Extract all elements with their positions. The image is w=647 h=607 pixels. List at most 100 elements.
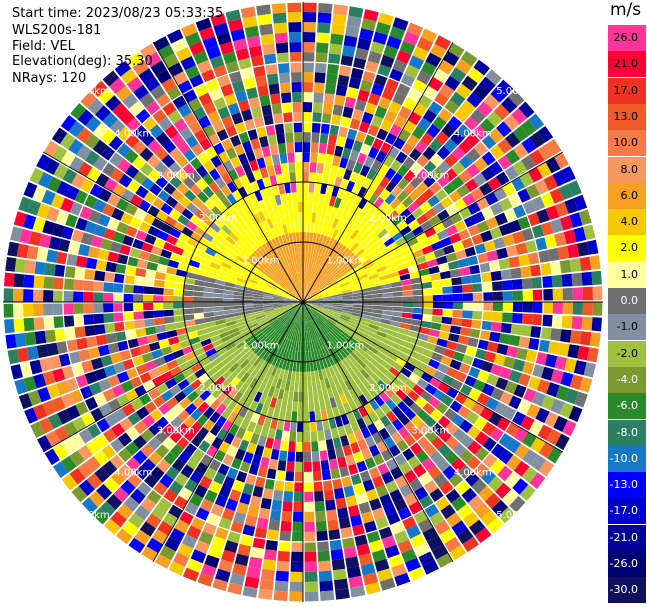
gate (378, 427, 391, 441)
gate (352, 298, 363, 302)
gate (176, 327, 188, 336)
gate (495, 171, 511, 186)
gate (238, 186, 248, 199)
gate (404, 213, 416, 225)
gate (322, 306, 333, 310)
gate (498, 432, 513, 448)
gate (276, 346, 283, 357)
gate (292, 202, 298, 213)
gate (445, 488, 461, 504)
gate (45, 430, 61, 447)
gate (285, 339, 291, 350)
gate (304, 591, 319, 602)
gate (476, 252, 489, 264)
gate (368, 273, 379, 280)
gate (391, 431, 403, 444)
gate (199, 203, 211, 215)
gate (271, 376, 279, 388)
gate (316, 380, 322, 391)
gate (419, 354, 431, 365)
gate (174, 519, 190, 534)
gate (148, 253, 161, 264)
gate (326, 261, 335, 271)
gate (362, 177, 373, 189)
gate (83, 303, 94, 314)
gate (315, 265, 321, 276)
gate (350, 229, 360, 240)
gate (194, 129, 207, 143)
gate (173, 202, 186, 214)
gate (455, 83, 472, 99)
gate (329, 283, 340, 290)
gate (363, 391, 374, 403)
gate (291, 551, 303, 562)
gate (292, 361, 297, 372)
gate (204, 198, 216, 211)
gate (367, 423, 378, 436)
gate (245, 473, 257, 486)
gate (178, 450, 192, 464)
gate (371, 549, 387, 563)
gate (221, 172, 233, 185)
gate (180, 464, 195, 479)
gate (316, 349, 322, 360)
gate (339, 221, 348, 233)
gate (308, 242, 312, 253)
gate (538, 459, 555, 477)
gate (35, 153, 51, 171)
gate (116, 142, 132, 158)
gate (357, 186, 368, 198)
gate (308, 351, 313, 362)
gate (283, 112, 293, 123)
gate (84, 150, 100, 166)
gate (498, 258, 511, 270)
gate (318, 560, 332, 572)
gate (290, 421, 297, 432)
gate (312, 299, 323, 302)
gate (379, 176, 391, 189)
gate (331, 287, 341, 293)
gate (341, 286, 352, 292)
gate (216, 347, 228, 357)
gate (179, 397, 192, 410)
gate (317, 338, 324, 349)
gate (290, 62, 302, 73)
gate (156, 332, 168, 341)
gate (293, 212, 299, 223)
gate (232, 563, 247, 576)
gate (221, 197, 232, 209)
gate (141, 242, 154, 253)
gate (93, 313, 105, 324)
gate (344, 269, 355, 277)
gate (489, 226, 503, 239)
range-ring-label: 3.00km (157, 171, 195, 182)
gate (53, 303, 64, 316)
gate (93, 122, 109, 139)
gate (84, 269, 96, 280)
gate (379, 493, 393, 507)
gate (386, 242, 398, 252)
gate (300, 252, 303, 263)
gate (266, 406, 275, 418)
gate (315, 278, 323, 288)
gate (52, 443, 69, 460)
gate (436, 553, 453, 569)
gate (220, 83, 234, 97)
gate (389, 276, 401, 283)
gate (242, 264, 253, 272)
gate (400, 279, 412, 286)
gate (373, 419, 385, 432)
gate (309, 172, 316, 183)
gate (259, 23, 274, 36)
gate (320, 269, 328, 279)
gate (101, 162, 117, 177)
gate (404, 378, 417, 390)
gate (194, 318, 206, 325)
gate (388, 101, 402, 115)
gate (290, 340, 295, 351)
gate (277, 62, 290, 74)
gate (480, 272, 492, 283)
gate (358, 405, 368, 418)
gate (310, 152, 318, 163)
gate (280, 440, 289, 452)
